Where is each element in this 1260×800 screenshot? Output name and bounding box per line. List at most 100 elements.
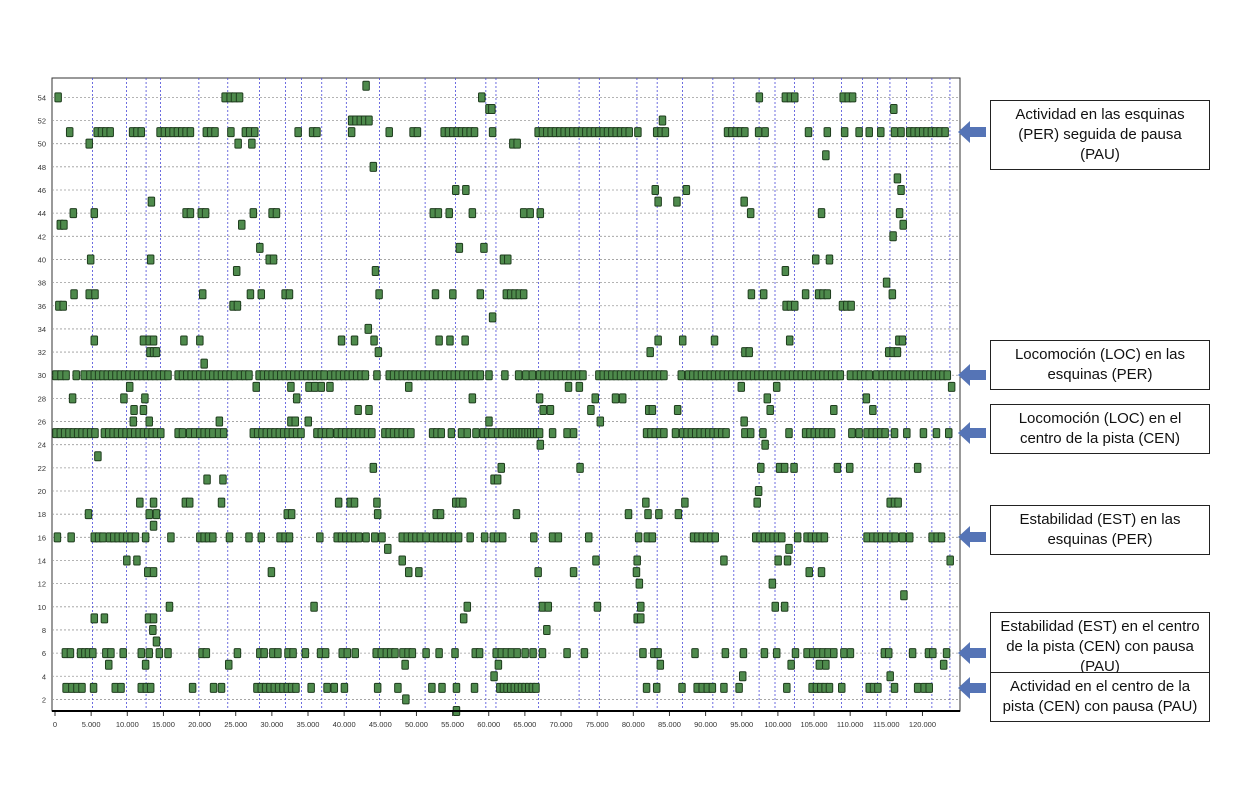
event-marker	[368, 428, 376, 439]
event-marker	[53, 532, 62, 543]
event-marker	[459, 497, 467, 508]
event-marker	[398, 555, 406, 566]
event-marker	[149, 335, 158, 346]
x-tick-label: 45.000	[369, 720, 392, 729]
event-marker	[895, 208, 904, 219]
event-marker	[739, 648, 748, 659]
event-marker	[373, 682, 382, 693]
event-marker	[234, 138, 242, 149]
event-marker	[272, 208, 281, 219]
event-marker	[888, 289, 897, 300]
event-marker	[822, 659, 830, 670]
event-marker	[91, 289, 99, 300]
event-marker	[470, 127, 479, 138]
event-marker	[235, 92, 244, 103]
y-tick-label: 2	[42, 695, 46, 704]
event-marker	[285, 289, 294, 300]
event-marker	[805, 567, 813, 578]
event-marker	[462, 184, 470, 195]
event-marker	[493, 474, 502, 485]
event-marker	[141, 532, 150, 543]
event-marker	[720, 682, 728, 693]
event-marker	[890, 103, 898, 114]
y-tick-label: 46	[38, 186, 46, 195]
event-marker	[297, 428, 305, 439]
event-marker	[434, 208, 443, 219]
event-marker	[833, 462, 842, 473]
event-marker	[256, 242, 264, 253]
event-marker	[522, 370, 530, 381]
event-marker	[137, 127, 146, 138]
event-marker	[635, 578, 644, 589]
x-tick-label: 30.000	[260, 720, 283, 729]
event-marker	[898, 532, 907, 543]
event-marker	[898, 335, 907, 346]
event-marker	[580, 648, 589, 659]
event-marker	[634, 532, 643, 543]
event-marker	[186, 208, 195, 219]
arrow-left-icon	[958, 121, 986, 144]
x-tick-label: 15.000	[152, 720, 175, 729]
event-marker	[855, 428, 863, 439]
arrow-left-icon	[958, 526, 986, 549]
x-tick-label: 60.000	[477, 720, 500, 729]
event-marker	[470, 682, 479, 693]
y-tick-label: 52	[38, 117, 46, 126]
event-marker	[313, 127, 321, 138]
event-marker	[747, 289, 756, 300]
event-marker	[543, 624, 551, 635]
event-marker	[485, 370, 493, 381]
event-marker	[310, 601, 318, 612]
event-marker	[708, 682, 717, 693]
event-marker	[741, 127, 749, 138]
event-marker	[478, 92, 486, 103]
event-marker	[738, 671, 747, 682]
event-marker	[513, 138, 521, 149]
event-marker	[152, 509, 161, 520]
event-marker	[211, 127, 219, 138]
event-marker	[104, 659, 113, 670]
event-marker	[149, 567, 158, 578]
event-marker	[512, 509, 521, 520]
event-marker	[611, 393, 620, 404]
event-marker	[535, 393, 544, 404]
event-marker	[855, 127, 863, 138]
event-marker	[761, 127, 769, 138]
event-marker	[373, 370, 381, 381]
event-marker	[634, 127, 642, 138]
event-marker	[840, 648, 848, 659]
event-marker	[579, 370, 587, 381]
event-marker	[825, 682, 834, 693]
event-marker	[674, 509, 683, 520]
event-marker	[225, 532, 234, 543]
event-marker	[519, 289, 528, 300]
annotation-box: Estabilidad (EST) en las esquinas (PER)	[990, 505, 1210, 555]
event-marker	[72, 370, 80, 381]
y-tick-label: 40	[38, 255, 46, 264]
event-marker	[787, 659, 795, 670]
event-marker	[817, 208, 826, 219]
event-marker	[123, 555, 131, 566]
event-marker	[894, 497, 902, 508]
event-marker	[865, 127, 873, 138]
event-marker	[548, 428, 557, 439]
event-marker	[539, 404, 547, 415]
event-marker	[404, 381, 413, 392]
event-marker	[737, 381, 746, 392]
event-marker	[125, 381, 134, 392]
event-marker	[591, 393, 599, 404]
event-marker	[544, 601, 553, 612]
event-marker	[905, 532, 914, 543]
event-marker	[535, 428, 544, 439]
event-marker	[351, 648, 359, 659]
event-marker	[897, 127, 905, 138]
y-tick-label: 26	[38, 418, 46, 427]
event-marker	[759, 289, 768, 300]
event-marker	[149, 624, 157, 635]
event-marker	[785, 428, 793, 439]
event-marker	[445, 208, 453, 219]
event-marker	[185, 497, 194, 508]
annotation-box: Estabilidad (EST) en el centro de la pis…	[990, 612, 1210, 682]
event-marker	[538, 648, 547, 659]
event-marker	[362, 532, 370, 543]
